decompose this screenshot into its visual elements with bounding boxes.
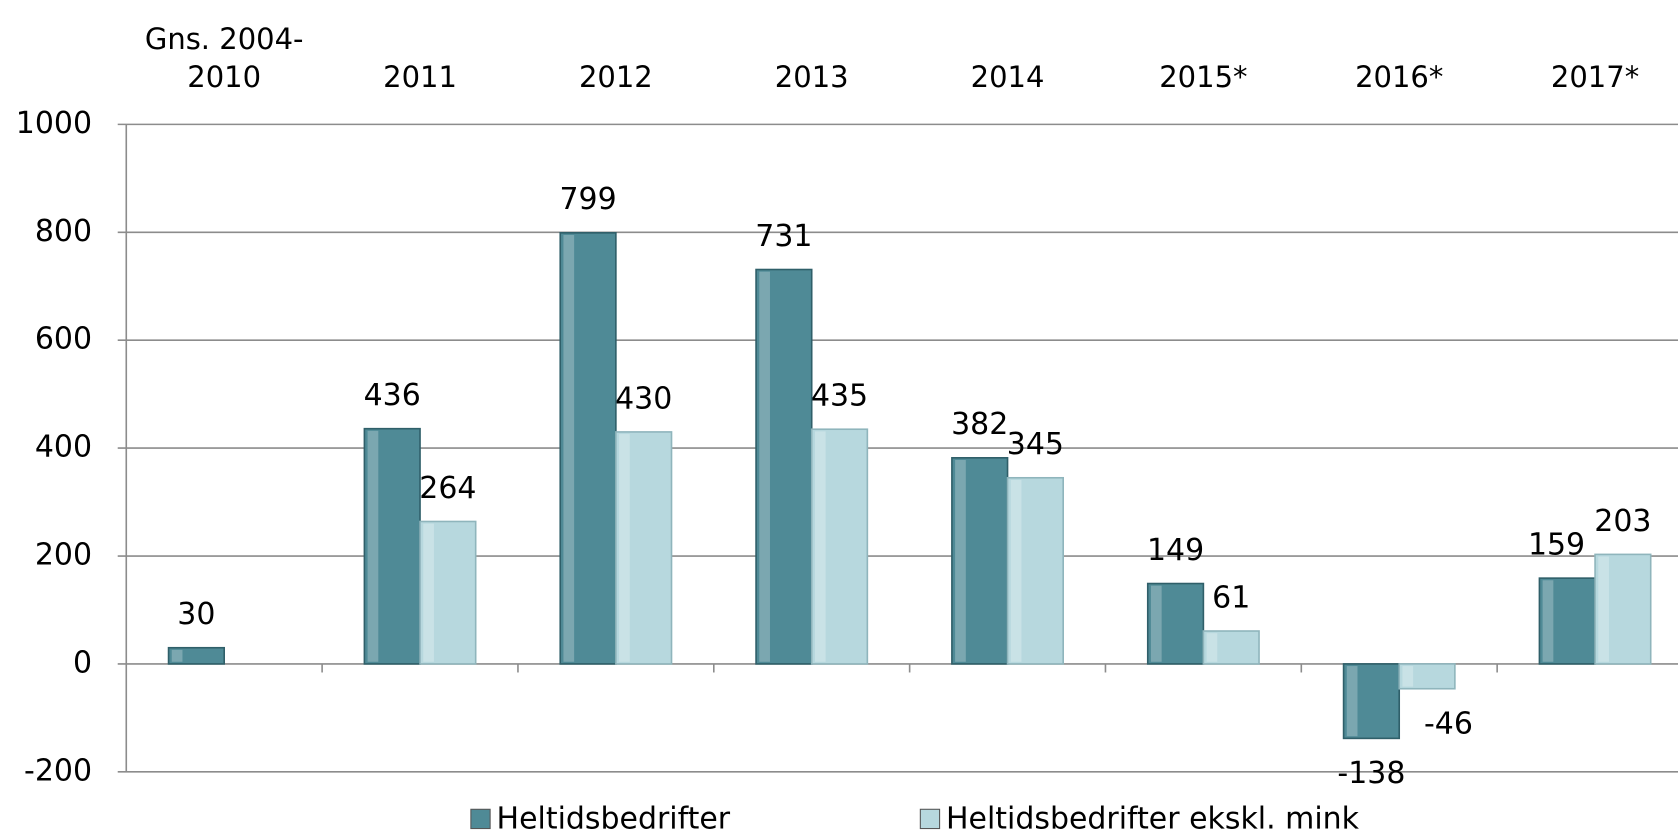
bar	[1146, 582, 1205, 665]
bar	[419, 520, 477, 665]
bar-shine	[1598, 556, 1609, 662]
value-label: 799	[559, 182, 616, 217]
x-tick-label: 2012	[578, 60, 653, 95]
bar-shine	[563, 234, 575, 662]
value-label: -138	[1337, 756, 1405, 791]
x-tick-label: 2017*	[1550, 60, 1640, 95]
value-label: 203	[1594, 504, 1651, 539]
x-tick-label: 2014	[970, 60, 1045, 95]
value-label: 61	[1212, 580, 1250, 615]
y-tick-label: 800	[35, 214, 92, 249]
bar	[810, 428, 869, 665]
value-label: 731	[755, 219, 812, 254]
bar-shine	[423, 523, 434, 662]
value-label: 30	[177, 597, 215, 632]
y-tick-label: 1000	[16, 106, 92, 141]
y-tick-label: 600	[35, 322, 92, 357]
y-tick-label: -200	[24, 753, 92, 788]
bar-shine	[814, 431, 826, 662]
bar-shine	[1542, 580, 1554, 662]
bar	[615, 431, 673, 665]
bar-shine	[955, 459, 966, 662]
bar	[167, 646, 225, 665]
x-tick-label: 2013	[774, 60, 849, 95]
bar-shine	[1206, 633, 1218, 662]
value-label: 345	[1007, 427, 1064, 462]
bar	[1398, 663, 1456, 690]
bar-shine	[759, 271, 770, 662]
x-tick-label: 2015*	[1159, 60, 1248, 95]
y-tick-label: 0	[73, 645, 92, 680]
bar-shine	[367, 430, 379, 662]
value-label: 436	[364, 378, 421, 413]
x-tick-label: 2011	[383, 60, 457, 95]
bar-shine	[171, 649, 183, 662]
value-label: 149	[1147, 533, 1204, 568]
bar	[755, 268, 813, 665]
bar	[951, 457, 1009, 665]
value-label: -46	[1424, 707, 1473, 742]
legend-label: Heltidsbedrifter	[497, 801, 731, 832]
bar-shine	[1010, 479, 1022, 662]
bar-shine	[1346, 666, 1358, 737]
bar-shine	[1402, 666, 1414, 687]
y-tick-label: 200	[35, 538, 92, 573]
value-label: 159	[1528, 528, 1585, 563]
bar	[1594, 553, 1652, 665]
value-label: 435	[811, 379, 868, 414]
bar	[559, 232, 617, 665]
value-label: 430	[615, 381, 672, 416]
value-label: 264	[419, 471, 476, 506]
bar	[1006, 476, 1064, 665]
legend-label: Heltidsbedrifter ekskl. mink	[946, 801, 1360, 832]
x-tick-label: 2016*	[1355, 60, 1444, 95]
bar-shine	[1150, 585, 1162, 662]
bar	[1342, 663, 1401, 740]
bar-shine	[619, 434, 630, 662]
legend-swatch	[470, 808, 491, 830]
legend-swatch	[919, 808, 941, 830]
y-tick-label: 400	[35, 430, 92, 465]
bar	[1202, 630, 1260, 665]
x-tick-label: Gns. 2004-2010	[144, 22, 304, 95]
value-label: 382	[951, 407, 1008, 442]
